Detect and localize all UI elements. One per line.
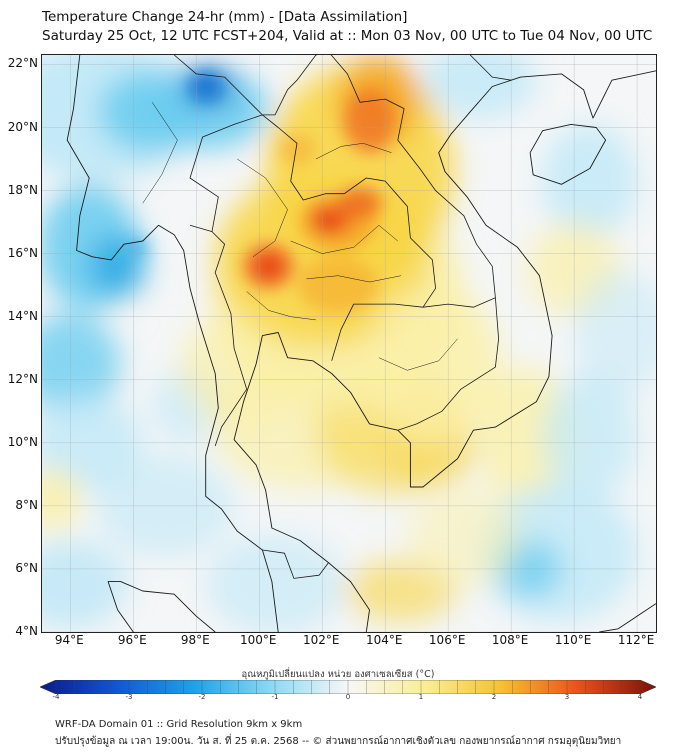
latitude-label: 8°N [15,497,38,512]
colorbar-title: อุณหภูมิเปลี่ยนแปลง หน่วย องศาเซลเซียส (… [241,669,435,680]
coastline-west [66,55,279,632]
latitude-label: 4°N [15,624,38,638]
map-title-line1: Temperature Change 24-hr (mm) - [Data As… [42,9,408,25]
latitude-label: 20°N [7,119,38,134]
longitude-label: 98°E [180,633,210,647]
latitude-label: 12°N [7,371,38,386]
border-cambodia-vietnam [397,297,499,431]
colorbar-tick-label: -3 [125,693,133,701]
longitude-label: 94°E [54,633,84,647]
field-patch-intense [256,253,282,279]
map-title-line2: Saturday 25 Oct, 12 UTC FCST+204, Valid … [42,28,653,44]
border-thailand-cambodia [331,303,424,361]
colorbar [40,680,656,694]
province-lines [306,275,402,283]
border-laos-vietnam [315,55,496,298]
hainan-island-coast [529,123,607,185]
borneo-coast [599,603,656,632]
sumatra-coast [107,581,216,632]
field-patch [42,540,127,629]
field-patch [423,55,537,119]
footer-model-info: WRF-DA Domain 01 :: Grid Resolution 9km … [55,719,303,730]
field-patch-intense [278,133,316,166]
colorbar-tick-label: -1 [271,693,279,701]
field-patch [42,313,121,415]
field-patch-intense [344,89,395,153]
field-patch-intense [123,237,150,257]
field-patch [542,124,638,238]
longitude-label: 112°E [617,633,655,647]
border-myanmar-thailand [189,224,248,447]
field-patch [142,67,269,150]
colorbar-tick-label: 3 [564,693,570,701]
province-lines [246,291,316,321]
border-vietnam-china [469,55,512,81]
lat-lon-gridlines [42,55,656,632]
coastlines-and-borders [66,55,656,632]
colorbar-tick-label: -2 [198,693,206,701]
field-patch-intense [189,72,222,101]
field-patch [407,486,521,588]
colorbar-tick-label: 2 [491,693,497,701]
longitude-label: 96°E [117,633,147,647]
longitude-label: 100°E [240,633,277,647]
field-patch [205,534,345,632]
colorbar-tick-label: 1 [418,693,424,701]
latitude-label: 18°N [7,182,38,197]
longitude-label: 104°E [365,633,403,647]
latitude-label: 14°N [7,308,38,323]
latitude-label: 6°N [15,560,38,575]
colorbar-tick-label: 4 [637,693,643,701]
border-thailand-malaysia [262,549,329,579]
forecast-map [41,54,657,633]
temperature-field [42,55,656,632]
border-myanmar-thailand-north [189,114,263,232]
field-patch-intense [317,212,340,232]
province-lines [378,338,458,371]
border-thailand-laos [262,114,436,308]
latitude-label: 16°N [7,245,38,260]
longitude-label: 108°E [491,633,529,647]
field-patch [542,373,638,500]
field-patch-intense [337,187,383,219]
colorbar-tick-label: -4 [52,693,60,701]
province-lines [237,158,288,258]
province-lines [315,143,392,160]
field-patch-intense [297,256,379,314]
province-lines [290,225,398,254]
coastline-east [233,70,656,632]
colorbar-tick-label: 0 [345,693,351,701]
field-patch [574,269,656,396]
footer-credit: ปรับปรุงข้อมูล ณ เวลา 19:00น. วัน ส. ที่… [55,736,622,747]
longitude-label: 110°E [554,633,592,647]
longitude-label: 102°E [302,633,340,647]
map-title: Temperature Change 24-hr (mm) - [Data As… [42,8,652,46]
latitude-label: 22°N [7,56,38,71]
field-patch [363,285,502,443]
latitude-label: 10°N [7,434,38,449]
province-lines [142,102,178,204]
longitude-label: 106°E [428,633,466,647]
